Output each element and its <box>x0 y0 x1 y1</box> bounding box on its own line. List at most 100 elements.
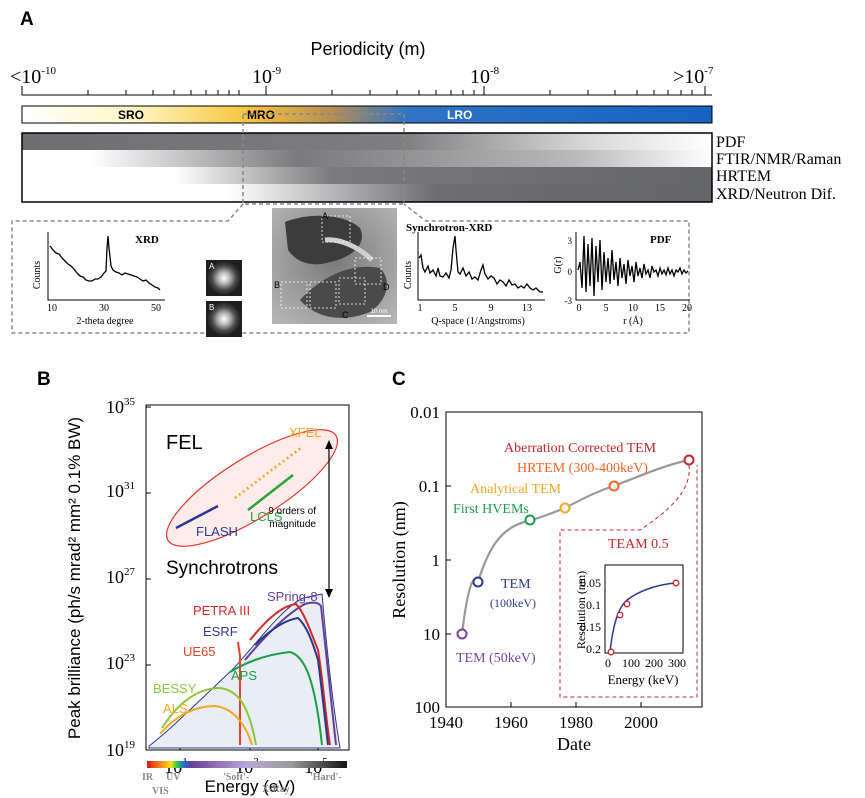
tem-label-b: B <box>274 280 280 290</box>
tem-label-a: A <box>322 211 328 221</box>
fel-region <box>165 429 339 547</box>
petra-curve <box>249 602 331 746</box>
spectrum-vis: VIS <box>152 786 169 797</box>
flash-line <box>175 504 219 530</box>
petra-label: PETRA III <box>193 603 250 618</box>
spring8-curve <box>244 601 337 746</box>
pdf-tick-20: 20 <box>682 303 692 314</box>
sync-tick-1: 1 <box>418 303 423 314</box>
xrd-tick-30: 30 <box>99 303 109 314</box>
esrf-label: ESRF <box>203 624 238 639</box>
spectrum-xray: X-Ray <box>262 784 290 795</box>
ytick-1e23: 1023 <box>106 652 136 673</box>
pdf-tick-15: 15 <box>655 303 665 314</box>
orders-arrow <box>325 440 333 598</box>
orders-label-2: magnitude <box>269 519 316 530</box>
sro-label: SRO <box>118 108 144 122</box>
tick-label-1e-10: <10-10 <box>10 65 56 88</box>
xtick-1980: 1980 <box>559 713 593 732</box>
team-inset-curve <box>609 582 677 653</box>
xrd-inset-ylabel: Counts <box>32 261 43 289</box>
xrd-bar <box>22 184 712 202</box>
xrd-inset: XRD Counts 10 30 50 2-theta degree <box>32 232 165 327</box>
spectrum-soft: 'Soft'- <box>223 772 249 783</box>
label-analytical-tem: Analytical TEM <box>470 482 562 497</box>
point-hrtem <box>608 480 620 492</box>
brilliance-ylabel: Peak brilliance (ph/s mrad² mm² 0.1% BW) <box>65 417 84 739</box>
pdf-inset-xlabel: r (Å) <box>623 315 643 327</box>
pdf-bar <box>22 133 712 150</box>
resolution-xlabel: Date <box>557 734 591 754</box>
team-inset-xlabel: Energy (keV) <box>608 672 679 687</box>
resolution-xticks: 1940 1960 1980 2000 <box>429 713 658 732</box>
xtick-1960: 1960 <box>494 713 528 732</box>
inset-ytick-0.15: 0.15 <box>580 620 601 634</box>
label-first-hvems: First HVEMs <box>453 502 529 517</box>
resolution-points <box>456 454 695 640</box>
tem-image: A B C D 10 nm <box>272 208 397 324</box>
inset-ytick-0.1: 0.1 <box>586 598 601 612</box>
periodicity-tick-marks <box>21 86 706 95</box>
sync-xrd-curve <box>418 235 543 293</box>
xrd-tick-50: 50 <box>151 303 161 314</box>
flash-label: FLASH <box>196 524 238 539</box>
technique-ftir: FTIR/NMR/Raman <box>716 151 841 168</box>
synchrotrons-label: Synchrotrons <box>166 558 278 579</box>
tick-label-1e-8: 10-8 <box>470 65 500 88</box>
mro-label: MRO <box>247 108 275 122</box>
xtick-1940: 1940 <box>429 713 463 732</box>
ytick-0.1: 0.1 <box>419 477 440 496</box>
team-inset-title: TEAM 0.5 <box>608 537 669 552</box>
pdf-ytick-3: 3 <box>568 236 573 246</box>
point-aberration-corrected <box>683 454 695 466</box>
lcls-line <box>247 474 294 511</box>
pdf-curve <box>577 235 689 297</box>
inset-xtick-100: 100 <box>622 656 640 670</box>
xfel-line <box>234 446 303 499</box>
fft-label-a: A <box>209 262 215 271</box>
panel-c: C Resolution (nm) 0.01 0.1 1 10 100 1940… <box>389 369 703 754</box>
resolution-ylabel: Resolution (nm) <box>389 501 410 619</box>
spectrum-hard: 'Hard'- <box>310 772 342 783</box>
esrf-curve <box>254 616 329 746</box>
pdf-ytick-0: 0 <box>568 267 573 277</box>
point-tem-50kev <box>456 628 468 640</box>
order-gradient-bar <box>21 105 713 124</box>
xtick-2000: 2000 <box>624 713 658 732</box>
orders-label-1: 9 orders of <box>268 506 316 517</box>
fft-images: A B <box>206 260 242 337</box>
inset-ytick-0.2: 0.2 <box>586 642 601 656</box>
inset-ytick-0.05: 0.05 <box>580 576 601 590</box>
xrd-inset-title: XRD <box>135 234 159 246</box>
aps-label: APS <box>231 668 257 683</box>
label-aberration-corrected: Aberration Corrected TEM <box>504 441 657 456</box>
pdf-inset-ylabel: G(r) <box>553 256 564 273</box>
xfel-label: XFEL <box>289 425 322 440</box>
ftir-bar <box>22 150 712 167</box>
sync-xrd-title: Synchrotron-XRD <box>406 222 492 234</box>
sync-tick-9: 9 <box>489 303 494 314</box>
sync-tick-13: 13 <box>522 303 532 314</box>
periodicity-ticks: <10-10 10-9 10-8 >10-7 <box>10 65 714 88</box>
panel-a: A Periodicity (m) <10-10 10-9 10-8 >10-7… <box>10 9 841 337</box>
als-curve <box>159 704 253 746</box>
aps-curve <box>229 650 323 746</box>
ytick-1e35: 1035 <box>106 396 136 417</box>
label-tem-100kev: TEM <box>501 577 531 592</box>
technique-xrd: XRD/Neutron Dif. <box>716 186 836 203</box>
inset-point-2 <box>616 611 624 619</box>
pdf-tick-0: 0 <box>577 303 582 314</box>
fft-label-b: B <box>209 303 214 312</box>
pdf-tick-5: 5 <box>604 303 609 314</box>
xrd-axes <box>47 232 165 301</box>
label-tem-100kev-2: (100keV) <box>490 596 536 610</box>
technique-hrtem: HRTEM <box>716 168 771 185</box>
als-label: ALS <box>163 701 188 716</box>
ytick-0.01: 0.01 <box>410 403 440 422</box>
inset-xtick-0: 0 <box>605 656 611 670</box>
brilliance-yticks: 1035 1031 1027 1023 1019 <box>106 396 136 760</box>
xrd-inset-xlabel: 2-theta degree <box>77 316 134 327</box>
point-analytical-tem <box>559 502 571 514</box>
xrd-tick-10: 10 <box>47 303 57 314</box>
